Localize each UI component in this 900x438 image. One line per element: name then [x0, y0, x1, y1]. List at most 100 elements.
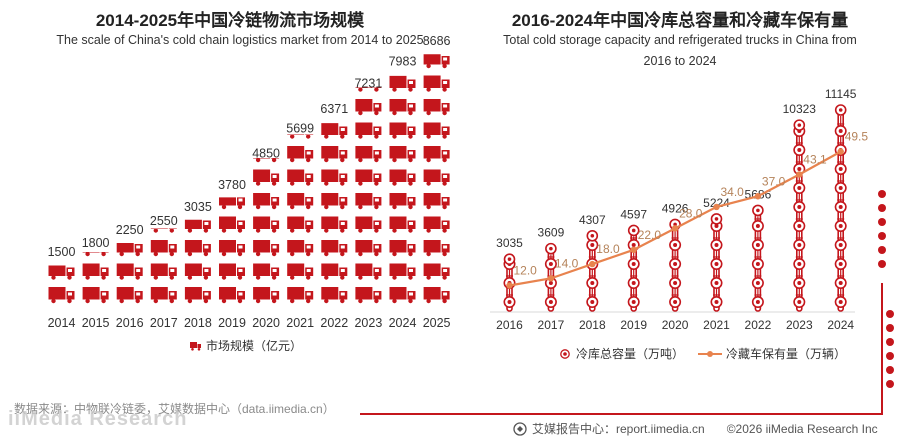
legend-item-cold-storage: 冷库总容量（万吨）: [560, 345, 684, 362]
bar-2024: [389, 75, 416, 304]
bar-2017: [150, 228, 177, 304]
x-tick-2021: 2021: [286, 316, 314, 330]
data-label-2022: 6371: [320, 102, 348, 116]
line-point-2017: [547, 275, 555, 282]
x-tick-2024: 2024: [827, 318, 854, 332]
x-tick-2020: 2020: [662, 318, 689, 332]
left-chart-subtitle: The scale of China's cold chain logistic…: [56, 33, 424, 47]
data-label-2025: 8686: [423, 34, 451, 48]
data-label-2020: 4850: [252, 147, 280, 161]
line-label-2019: 22.0: [638, 228, 662, 242]
x-tick-2020: 2020: [252, 316, 280, 330]
bar-2024: [834, 104, 847, 312]
deco-dot: [886, 338, 894, 346]
data-label-2019: 4597: [620, 207, 647, 221]
data-label-2021: 5224: [703, 196, 730, 210]
data-label-2017: 3609: [538, 226, 565, 240]
line-label-2023: 43.1: [803, 152, 827, 166]
deco-dot: [886, 352, 894, 360]
bar-2018: [184, 219, 211, 304]
right-chart-title: 2016-2024年中国冷库总容量和冷藏车保有量: [511, 11, 849, 30]
deco-dot: [878, 232, 886, 240]
left-chart-title: 2014-2025年中国冷链物流市场规模: [95, 11, 365, 30]
bar-2022: [751, 204, 764, 312]
report-center-icon: [513, 421, 527, 436]
line-point-2023: [796, 171, 803, 178]
legend-item-refrigerated-trucks: 冷藏车保有量（万辆）: [698, 345, 846, 362]
x-tick-2017: 2017: [538, 318, 565, 332]
bar-2022: [321, 123, 348, 304]
data-label-2019: 3780: [218, 178, 246, 192]
data-label-2020: 4926: [662, 201, 689, 215]
bar-2021: [710, 213, 723, 312]
x-tick-2022: 2022: [320, 316, 348, 330]
bar-2020: [253, 158, 280, 304]
line-point-2020: [671, 225, 679, 232]
x-tick-2014: 2014: [48, 316, 76, 330]
data-label-2023: 10323: [783, 102, 817, 116]
deco-dot: [886, 366, 894, 374]
x-tick-2021: 2021: [703, 318, 730, 332]
line-label-2018: 18.0: [596, 242, 620, 256]
deco-line-vertical: [881, 283, 883, 415]
deco-dot: [886, 380, 894, 388]
x-tick-2019: 2019: [218, 316, 246, 330]
line-label-2016: 12.0: [514, 264, 538, 278]
left-chart: 1500 2014 1800 2015 2250 2016 2550 2017 3035 2018…: [48, 34, 451, 330]
data-label-2018: 3035: [184, 200, 212, 214]
watermark: iiMedia Research: [8, 408, 188, 430]
x-tick-2022: 2022: [745, 318, 772, 332]
left-legend: 市场规模（亿元）: [190, 337, 316, 354]
line-label-2017: 14.0: [555, 256, 579, 270]
x-tick-2015: 2015: [82, 316, 110, 330]
data-label-2017: 2550: [150, 214, 178, 228]
line-label-2022: 37.0: [762, 174, 786, 188]
thermometer-icon: [560, 348, 570, 359]
bar-2016: [116, 243, 143, 304]
bar-2019: [219, 197, 245, 304]
right-chart: 3035 2016 3609 2017 4307 2018 4597 2019 4926 2020…: [490, 87, 869, 332]
x-tick-2023: 2023: [354, 316, 382, 330]
bar-2023: [793, 119, 806, 312]
x-tick-2025: 2025: [423, 316, 451, 330]
data-source: 数据来源：中物联冷链委，艾媒数据中心（data.iimedia.cn）: [14, 402, 335, 416]
report-center-label[interactable]: 艾媒报告中心：report.iimedia.cn: [532, 422, 705, 436]
line-marker-icon: [698, 350, 723, 357]
data-label-2024: 7983: [389, 54, 417, 68]
bar-2023: [355, 87, 382, 304]
right-legend: 冷库总容量（万吨） 冷藏车保有量（万辆）: [560, 345, 860, 362]
right-chart-subtitle-line2: 2016 to 2024: [643, 54, 717, 68]
data-label-2023: 7231: [354, 77, 382, 91]
bar-2021: [287, 134, 314, 304]
deco-dot: [878, 260, 886, 268]
deco-dot: [878, 190, 886, 198]
deco-dot: [878, 204, 886, 212]
data-label-2024: 11145: [825, 87, 857, 101]
x-tick-2023: 2023: [786, 318, 813, 332]
right-chart-subtitle-line1: Total cold storage capacity and refriger…: [503, 33, 857, 47]
data-label-2015: 1800: [82, 236, 110, 250]
truck-icon: [190, 341, 201, 351]
x-tick-2019: 2019: [620, 318, 647, 332]
legend-label-refrigerated-trucks: 冷藏车保有量（万辆）: [726, 347, 847, 361]
bar-2025: [423, 54, 450, 304]
deco-dot: [886, 310, 894, 318]
deco-line-horizontal: [360, 413, 883, 415]
data-label-2016: 2250: [116, 223, 144, 237]
line-label-2020: 28.0: [679, 206, 703, 220]
line-point-2021: [713, 203, 720, 211]
legend-item-market-size: 市场规模（亿元）: [190, 337, 302, 354]
bar-2014: [48, 265, 75, 304]
x-tick-2016: 2016: [496, 318, 523, 332]
data-label-2018: 4307: [579, 213, 606, 227]
line-point-2024: [837, 148, 844, 155]
x-tick-2018: 2018: [184, 316, 212, 330]
copyright: ©2026 iiMedia Research Inc: [726, 421, 878, 436]
legend-label-market-size: 市场规模（亿元）: [206, 339, 303, 353]
line-label-2021: 34.0: [721, 185, 745, 199]
line-label-2024: 49.5: [845, 130, 869, 144]
line-point-2016: [506, 282, 513, 289]
line-point-2018: [589, 260, 596, 268]
deco-dot: [886, 324, 894, 332]
footer-right: 艾媒报告中心：report.iimedia.cn ©2026 iiMedia R…: [513, 420, 878, 437]
